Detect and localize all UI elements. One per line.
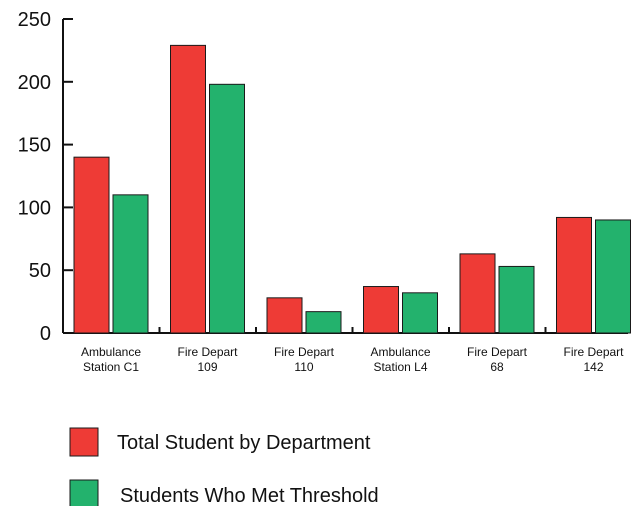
x-tick-label: Fire Depart	[467, 345, 528, 359]
bar-total-2	[266, 297, 303, 334]
y-tick-label: 100	[18, 197, 51, 219]
bar-met-2	[305, 311, 342, 334]
y-tick-label: 0	[40, 323, 51, 345]
bar-met-3	[402, 292, 438, 334]
bar-total-5	[556, 216, 592, 334]
bar-met-4	[498, 265, 535, 334]
x-tick-label: Station C1	[83, 360, 139, 374]
x-tick-label: Fire Depart	[563, 345, 624, 359]
y-axis: 0 50 100 150 200 250	[18, 9, 73, 345]
legend-label: Total Student by Department	[117, 432, 371, 454]
x-tick-label: 109	[197, 360, 217, 374]
bar-met-1	[209, 83, 245, 334]
bar-total-4	[459, 253, 496, 334]
x-tick-label: Fire Depart	[274, 345, 335, 359]
bar-total-3	[363, 286, 399, 334]
bar-met-5	[595, 219, 631, 334]
x-tick-label: 68	[490, 360, 504, 374]
y-tick-label: 250	[18, 9, 51, 31]
bar-total-0	[73, 156, 110, 334]
y-tick-label: 50	[29, 260, 51, 282]
bar-met-0	[112, 194, 149, 334]
x-tick-label: 110	[294, 360, 313, 374]
y-tick-label: 150	[18, 135, 51, 157]
bars	[73, 44, 631, 334]
legend-swatch	[69, 427, 99, 457]
x-tick-label: 142	[583, 360, 603, 374]
x-tick-label: Fire Depart	[177, 345, 238, 359]
legend-swatch	[69, 479, 99, 506]
x-tick-label: Ambulance	[370, 345, 430, 359]
bar-total-1	[170, 44, 206, 334]
y-tick-label: 200	[18, 72, 51, 94]
x-tick-label: Station L4	[373, 360, 427, 374]
legend: Total Student by Department Students Who …	[69, 427, 379, 506]
x-tick-label: Ambulance	[81, 345, 141, 359]
legend-label: Students Who Met Threshold	[120, 485, 379, 506]
